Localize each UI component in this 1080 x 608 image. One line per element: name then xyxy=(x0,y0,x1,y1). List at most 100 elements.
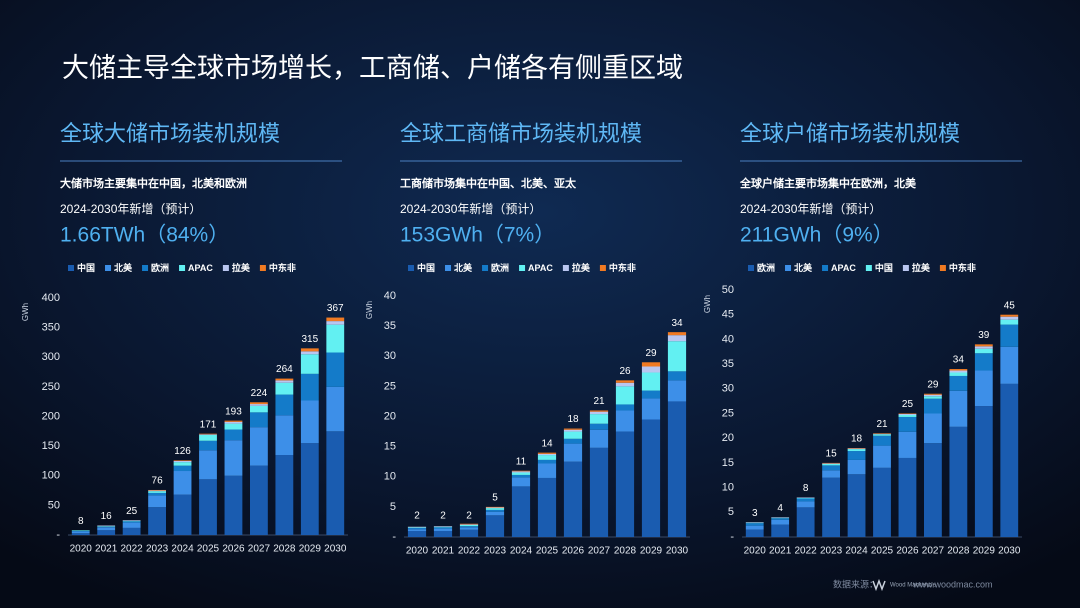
bar-segment xyxy=(615,404,635,411)
bar-segment xyxy=(326,321,345,325)
legend-label: 拉美 xyxy=(572,262,591,273)
bar-segment xyxy=(924,413,942,444)
bar-segment xyxy=(537,453,557,456)
bar-segment xyxy=(847,459,866,475)
bar-segment xyxy=(485,515,505,537)
x-tick-label: 2025 xyxy=(197,544,220,555)
bar-segment xyxy=(275,378,294,381)
bar-segment xyxy=(173,460,192,461)
total-label: 367 xyxy=(327,303,344,314)
y-tick-label: 30 xyxy=(384,350,396,362)
bar-segment xyxy=(924,398,942,414)
bar-segment xyxy=(589,414,609,424)
total-label: 171 xyxy=(200,419,217,430)
y-tick-label: 200 xyxy=(42,410,60,422)
panel-highlight: 1.66TWh（84%） xyxy=(60,224,229,247)
bar-segment xyxy=(974,344,993,347)
legend-label: APAC xyxy=(831,263,856,273)
panel-subtitle: 工商储市场集中在中国、北美、亚太 xyxy=(400,176,577,190)
x-tick-label: 2027 xyxy=(922,546,945,557)
total-label: 18 xyxy=(851,434,863,445)
x-tick-label: 2024 xyxy=(845,546,868,557)
total-label: 45 xyxy=(1004,300,1016,311)
bar-segment xyxy=(949,390,968,427)
bar-segment xyxy=(433,528,453,531)
legend-swatch xyxy=(68,265,74,271)
legend-swatch xyxy=(142,265,149,271)
bar-segment xyxy=(511,474,531,478)
panel-highlight: 153GWh（7%） xyxy=(400,224,555,247)
total-label: 26 xyxy=(619,366,631,377)
legend-swatch xyxy=(482,265,489,271)
bar-segment xyxy=(122,520,141,522)
y-tick-label: 40 xyxy=(384,290,396,302)
bar-segment xyxy=(822,477,840,537)
total-label: 14 xyxy=(541,438,553,449)
y-tick-label: 5 xyxy=(390,501,396,513)
bar-segment xyxy=(199,440,217,451)
bar-segment xyxy=(199,450,217,480)
bar-segment xyxy=(589,410,609,412)
y-axis-label: GWh xyxy=(365,301,374,319)
bar-segment xyxy=(485,509,505,512)
total-label: 29 xyxy=(645,348,657,359)
bar-segment xyxy=(615,380,635,383)
bar-segment xyxy=(122,521,141,523)
y-tick-label: 350 xyxy=(42,322,60,334)
bar-segment xyxy=(485,511,505,516)
bar-segment xyxy=(796,501,815,508)
bar-segment xyxy=(459,526,479,528)
bar-segment xyxy=(71,531,90,534)
bar-segment xyxy=(641,419,661,537)
x-tick-label: 2028 xyxy=(614,546,637,557)
x-tick-label: 2027 xyxy=(248,544,271,555)
total-label: 34 xyxy=(671,318,683,329)
bar-segment xyxy=(974,348,993,354)
bar-segment xyxy=(326,431,345,535)
bar-segment xyxy=(873,467,891,537)
bar-segment xyxy=(974,406,993,537)
legend-label: 欧洲 xyxy=(757,262,775,273)
y-tick-label: - xyxy=(56,529,60,541)
x-tick-label: 2029 xyxy=(299,544,322,555)
y-tick-label: 50 xyxy=(48,499,60,511)
bar-segment xyxy=(485,506,505,508)
legend-swatch xyxy=(865,265,872,271)
source-logo xyxy=(872,578,886,592)
bar-segment xyxy=(326,386,345,432)
bar-segment xyxy=(275,394,294,416)
total-label: 21 xyxy=(593,396,605,407)
x-tick-label: 2029 xyxy=(973,546,996,557)
bar-segment xyxy=(563,443,583,462)
bar-segment xyxy=(898,431,917,458)
panel-title: 全球工商储市场装机规模 xyxy=(400,121,642,146)
y-tick-label: 10 xyxy=(384,471,396,483)
bar-segment xyxy=(173,494,192,535)
total-label: 315 xyxy=(301,334,318,345)
y-tick-label: 35 xyxy=(384,320,396,332)
legend-label: 中国 xyxy=(77,262,95,273)
legend-label: APAC xyxy=(528,263,553,273)
bar-segment xyxy=(459,524,479,525)
bar-segment xyxy=(924,396,942,399)
bar-segment xyxy=(300,348,319,352)
total-label: 2 xyxy=(414,511,420,522)
bar-segment xyxy=(745,529,764,537)
bar-segment xyxy=(459,524,479,527)
bar-segment xyxy=(822,463,840,466)
total-label: 25 xyxy=(126,506,138,517)
y-tick-label: 20 xyxy=(722,432,734,444)
bar-segment xyxy=(300,373,319,401)
bar-segment xyxy=(563,428,583,430)
bar-segment xyxy=(615,382,635,387)
total-label: 15 xyxy=(826,449,838,460)
legend-label: 中国 xyxy=(875,262,893,273)
total-label: 76 xyxy=(152,476,164,487)
x-tick-label: 2025 xyxy=(536,546,559,557)
total-label: 16 xyxy=(101,511,113,522)
bar-segment xyxy=(173,465,192,472)
x-tick-label: 2026 xyxy=(562,546,585,557)
bar-segment xyxy=(97,526,116,528)
y-axis-label: GWh xyxy=(21,303,30,321)
bar-segment xyxy=(71,530,90,531)
